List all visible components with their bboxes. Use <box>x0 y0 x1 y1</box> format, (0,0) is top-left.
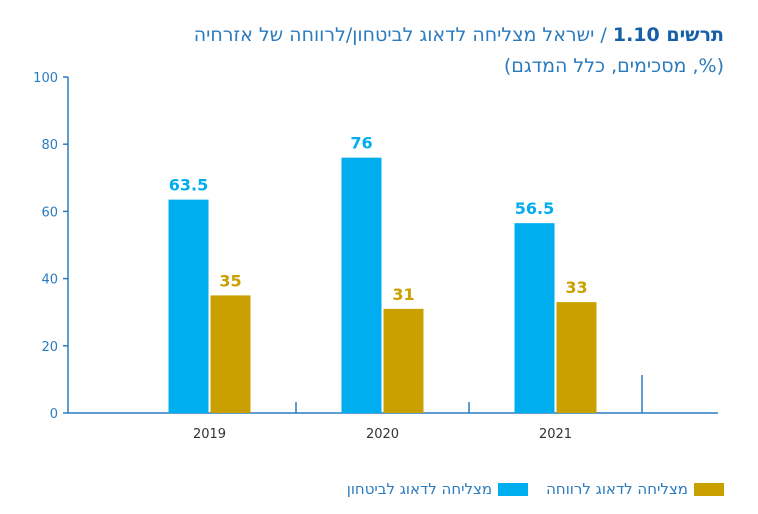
bar <box>514 223 555 413</box>
legend-swatch-welfare <box>694 482 724 496</box>
data-label: 63.5 <box>169 176 208 195</box>
y-tick-label: 20 <box>41 340 58 355</box>
data-label: 33 <box>565 278 587 297</box>
title-separator: / <box>594 24 613 46</box>
title-text: ישראל מצליחה לדאוג לביטחון/לרווחה של אזר… <box>193 24 595 46</box>
bar <box>341 157 382 413</box>
legend-swatch-security <box>498 482 529 496</box>
data-label: 56.5 <box>515 199 554 218</box>
bar <box>168 199 209 413</box>
chart-number: תרשים 1.10 <box>612 24 724 46</box>
y-tick-label: 0 <box>50 407 58 422</box>
y-tick-label: 100 <box>33 71 58 86</box>
chart-title: תרשים 1.10 / ישראל מצליחה לדאוג לביטחון/… <box>24 20 724 82</box>
legend-label-welfare: מצליחה לדאוג לרווחה <box>546 480 688 498</box>
x-tick-label: 2021 <box>539 427 572 442</box>
bar <box>556 302 597 413</box>
legend-item-security: מצליחה לדאוג לביטחון <box>346 480 529 498</box>
chart-subtitle: (%, מסכימים, כלל המדגם) <box>503 55 724 77</box>
y-tick-label: 60 <box>41 205 58 220</box>
data-label: 76 <box>350 134 372 153</box>
legend-item-welfare: מצליחה לדאוג לרווחה <box>546 480 724 498</box>
y-tick-label: 80 <box>41 138 58 153</box>
data-label: 35 <box>219 271 241 290</box>
x-tick-label: 2020 <box>366 427 399 442</box>
x-tick-label: 2019 <box>193 427 226 442</box>
legend: מצליחה לדאוג לרווחה מצליחה לדאוג לביטחון <box>329 480 724 498</box>
data-label: 31 <box>392 285 414 304</box>
bar <box>210 295 251 413</box>
legend-label-security: מצליחה לדאוג לביטחון <box>346 480 493 498</box>
y-tick-label: 40 <box>41 273 58 288</box>
bar <box>383 308 424 413</box>
